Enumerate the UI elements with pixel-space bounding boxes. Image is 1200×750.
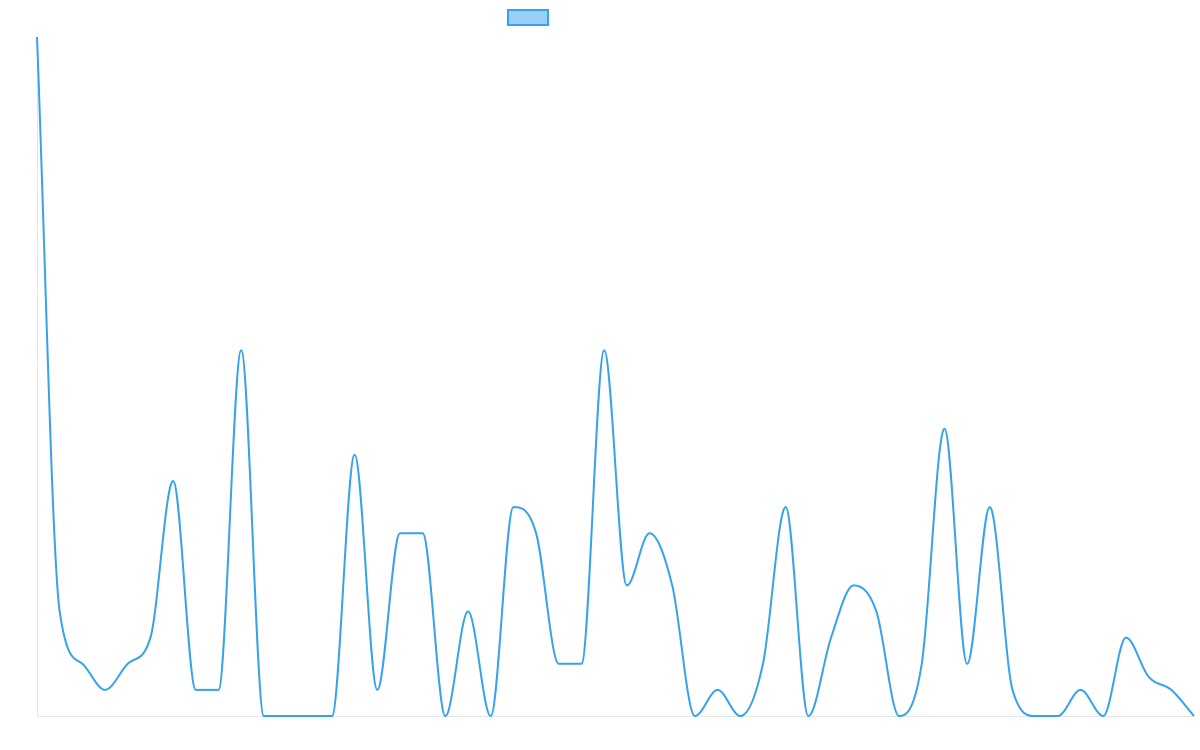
data-point[interactable] (919, 661, 925, 667)
data-point[interactable] (352, 452, 358, 458)
data-point[interactable] (374, 687, 380, 693)
data-point[interactable] (1100, 713, 1106, 719)
data-point[interactable] (329, 713, 335, 719)
data-point[interactable] (420, 530, 426, 536)
data-point[interactable] (1010, 687, 1016, 693)
data-point[interactable] (1123, 635, 1129, 641)
legend[interactable] (507, 9, 549, 26)
data-point[interactable] (737, 713, 743, 719)
data-point[interactable] (215, 687, 221, 693)
data-point[interactable] (783, 504, 789, 510)
data-point[interactable] (261, 713, 267, 719)
data-point[interactable] (170, 478, 176, 484)
data-point[interactable] (987, 504, 993, 510)
data-point[interactable] (851, 582, 857, 588)
data-point[interactable] (488, 713, 494, 719)
data-point[interactable] (647, 530, 653, 536)
series-layer (34, 34, 1197, 719)
series-line (36, 36, 1195, 718)
data-point[interactable] (533, 530, 539, 536)
data-point[interactable] (442, 713, 448, 719)
legend-swatch[interactable] (507, 9, 549, 26)
data-point[interactable] (578, 661, 584, 667)
data-point[interactable] (828, 635, 834, 641)
data-point[interactable] (238, 347, 244, 353)
data-point[interactable] (1032, 713, 1038, 719)
data-point[interactable] (102, 687, 108, 693)
data-point[interactable] (896, 713, 902, 719)
data-point[interactable] (397, 530, 403, 536)
data-point[interactable] (34, 34, 40, 40)
data-point[interactable] (284, 713, 290, 719)
data-point[interactable] (624, 582, 630, 588)
data-point[interactable] (692, 713, 698, 719)
data-point[interactable] (306, 713, 312, 719)
data-point[interactable] (465, 609, 471, 615)
data-point[interactable] (125, 661, 131, 667)
data-point[interactable] (1055, 713, 1061, 719)
data-point[interactable] (1168, 687, 1174, 693)
data-point[interactable] (964, 661, 970, 667)
data-point[interactable] (715, 687, 721, 693)
data-point[interactable] (669, 582, 675, 588)
data-point[interactable] (941, 426, 947, 432)
data-point[interactable] (873, 609, 879, 615)
data-point[interactable] (805, 713, 811, 719)
data-point[interactable] (1146, 674, 1152, 680)
data-point[interactable] (79, 661, 85, 667)
data-point[interactable] (147, 635, 153, 641)
data-point[interactable] (510, 504, 516, 510)
data-point[interactable] (1078, 687, 1084, 693)
data-point[interactable] (57, 609, 63, 615)
data-point[interactable] (601, 347, 607, 353)
data-point[interactable] (1191, 713, 1197, 719)
data-point[interactable] (556, 661, 562, 667)
data-point[interactable] (193, 687, 199, 693)
data-point[interactable] (760, 661, 766, 667)
